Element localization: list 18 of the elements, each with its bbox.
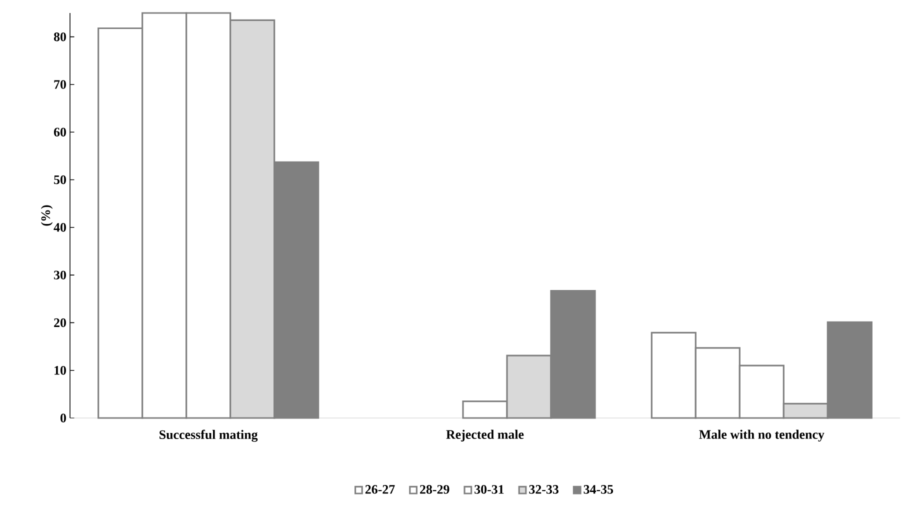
x-tick-label: Male with no tendency [699,430,824,442]
legend-label: 26-27 [365,485,395,494]
y-tick-label: 80 [54,32,66,42]
y-tick-label: 50 [54,175,66,184]
y-tick-label: 10 [54,366,66,375]
y-tick-label: 40 [54,223,66,232]
x-tick-label: Successful mating [160,430,258,442]
y-tick-label: 70 [54,80,66,89]
legend-label: 34-35 [584,485,614,494]
legend-label: 32-33 [529,485,558,494]
y-tick-label: 60 [54,128,66,136]
y-tick-label: 20 [54,318,66,328]
legend-label: 30-31 [474,485,504,494]
y-axis-title: (%) [40,205,53,226]
x-tick-label: Rejected male [446,430,524,442]
y-tick-label: 30 [54,270,66,280]
y-tick-label: 0 [60,414,66,422]
legend-label: 28-29 [420,485,450,494]
